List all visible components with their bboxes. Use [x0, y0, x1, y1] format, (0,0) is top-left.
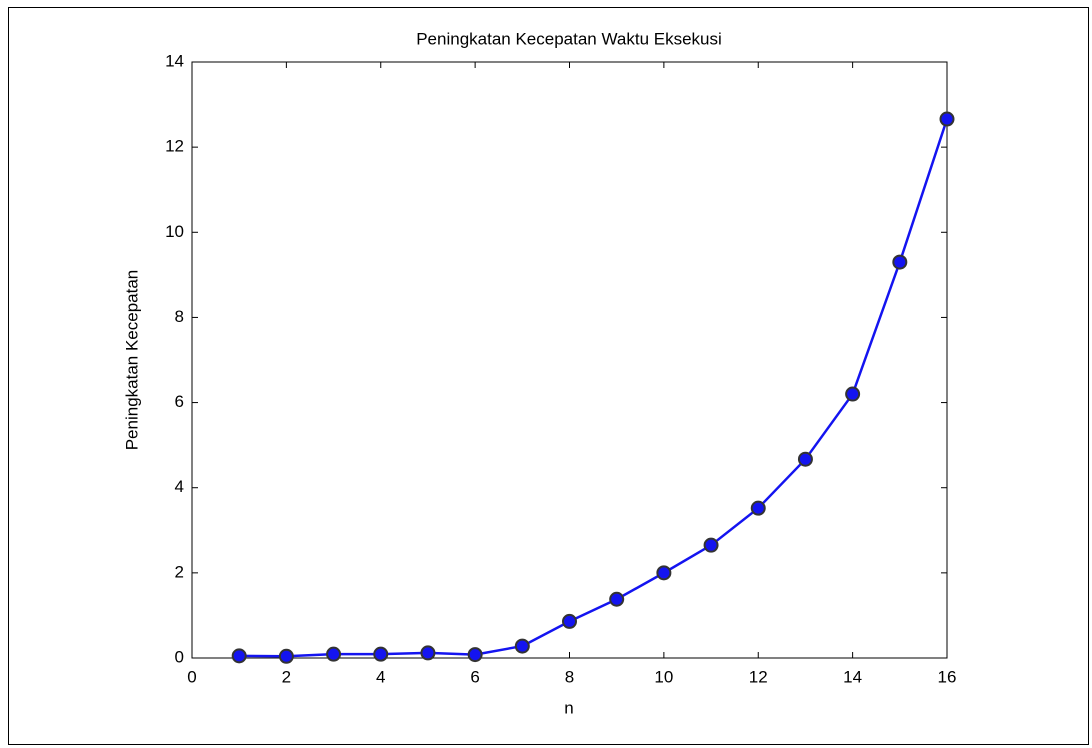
data-point — [752, 502, 765, 515]
x-tick-label: 12 — [749, 667, 768, 686]
chart: Peningkatan Kecepatan Waktu Eksekusi n P… — [0, 0, 1092, 748]
data-point — [327, 648, 340, 661]
y-tick-label: 14 — [165, 51, 184, 70]
data-point — [705, 539, 718, 552]
data-point — [516, 640, 529, 653]
x-tick-label: 10 — [654, 667, 673, 686]
data-point — [563, 615, 576, 628]
y-axis-label: Peningkatan Kecepatan — [122, 270, 141, 451]
y-tick-label: 8 — [175, 307, 184, 326]
x-tick-label: 0 — [187, 667, 196, 686]
data-point — [233, 649, 246, 662]
y-tick-label: 12 — [165, 137, 184, 156]
x-tick-label: 14 — [843, 667, 862, 686]
data-point — [846, 388, 859, 401]
data-point — [374, 648, 387, 661]
chart-title: Peningkatan Kecepatan Waktu Eksekusi — [416, 29, 722, 48]
data-point — [893, 256, 906, 269]
x-tick-label: 4 — [376, 667, 385, 686]
x-tick-label: 8 — [565, 667, 574, 686]
y-tick-label: 4 — [175, 477, 184, 496]
data-point — [657, 566, 670, 579]
y-tick-label: 2 — [175, 562, 184, 581]
data-point — [469, 648, 482, 661]
frame — [9, 8, 1089, 745]
y-tick-label: 6 — [175, 392, 184, 411]
x-axis-label: n — [564, 698, 573, 717]
x-tick-label: 2 — [282, 667, 291, 686]
data-point — [610, 593, 623, 606]
x-tick-label: 6 — [470, 667, 479, 686]
axes-box — [192, 62, 947, 658]
data-point — [421, 646, 434, 659]
x-tick-label: 16 — [938, 667, 957, 686]
data-point — [799, 453, 812, 466]
data-point — [941, 113, 954, 126]
data-point — [280, 650, 293, 663]
y-tick-label: 0 — [175, 647, 184, 666]
y-tick-label: 10 — [165, 222, 184, 241]
data-line — [239, 119, 947, 656]
